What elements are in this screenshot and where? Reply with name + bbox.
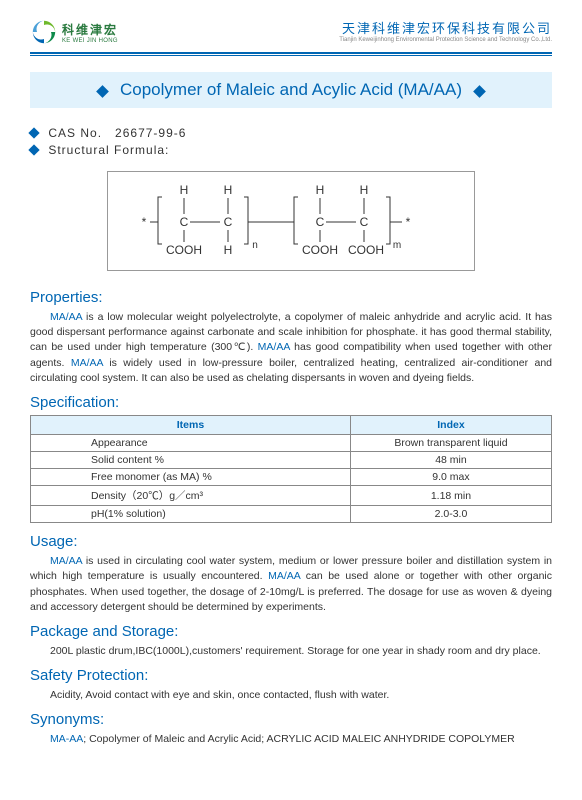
svg-text:COOH: COOH bbox=[166, 243, 202, 257]
svg-text:H: H bbox=[316, 183, 325, 197]
table-cell: 1.18 min bbox=[350, 486, 551, 506]
svg-text:H: H bbox=[224, 183, 233, 197]
table-row: Free monomer (as MA) %9.0 max bbox=[31, 469, 552, 486]
header: 科维津宏 KE WEI JIN HONG 天津科维津宏环保科技有限公司 Tian… bbox=[30, 18, 552, 50]
table-cell: Density（20℃）g／cm³ bbox=[31, 486, 351, 506]
svg-text:m: m bbox=[393, 240, 401, 251]
cas-value: 26677-99-6 bbox=[115, 126, 186, 140]
formula-label-line: Structural Formula: bbox=[30, 143, 552, 157]
diamond-icon bbox=[28, 144, 39, 155]
divider-thick bbox=[30, 52, 552, 54]
table-cell: 9.0 max bbox=[350, 469, 551, 486]
page-title: Copolymer of Maleic and Acylic Acid (MA/… bbox=[120, 80, 462, 99]
svg-text:*: * bbox=[406, 215, 411, 229]
svg-text:H: H bbox=[180, 183, 189, 197]
package-text: 200L plastic drum,IBC(1000L),customers' … bbox=[30, 644, 552, 659]
table-row: AppearanceBrown transparent liquid bbox=[31, 435, 552, 452]
table-row: pH(1% solution)2.0-3.0 bbox=[31, 506, 552, 523]
svg-text:C: C bbox=[360, 215, 369, 229]
package-heading: Package and Storage: bbox=[30, 623, 552, 640]
specification-table: Items Index AppearanceBrown transparent … bbox=[30, 415, 552, 523]
svg-text:COOH: COOH bbox=[348, 243, 384, 257]
usage-text: MA/AA is used in circulating cool water … bbox=[30, 554, 552, 615]
table-cell: 2.0-3.0 bbox=[350, 506, 551, 523]
table-cell: Free monomer (as MA) % bbox=[31, 469, 351, 486]
svg-text:C: C bbox=[180, 215, 189, 229]
title-box: Copolymer of Maleic and Acylic Acid (MA/… bbox=[30, 72, 552, 108]
company-name-cn: 天津科维津宏环保科技有限公司 bbox=[339, 18, 552, 37]
structural-formula-box: * H C COOH H C H bbox=[30, 171, 552, 271]
cas-line: CAS No. 26677-99-6 bbox=[30, 126, 552, 140]
logo-swirl-icon bbox=[30, 18, 58, 46]
properties-heading: Properties: bbox=[30, 289, 552, 306]
diamond-icon bbox=[28, 127, 39, 138]
svg-text:C: C bbox=[316, 215, 325, 229]
divider-thin bbox=[30, 55, 552, 56]
specification-heading: Specification: bbox=[30, 394, 552, 411]
svg-text:C: C bbox=[224, 215, 233, 229]
spec-col-index: Index bbox=[350, 416, 551, 435]
company-name: 天津科维津宏环保科技有限公司 Tianjin Keweijinhong Envi… bbox=[339, 18, 552, 43]
formula-label: Structural Formula: bbox=[48, 143, 169, 157]
svg-text:n: n bbox=[252, 240, 258, 251]
synonyms-text: MA-AA; Copolymer of Maleic and Acrylic A… bbox=[30, 732, 552, 747]
table-cell: Appearance bbox=[31, 435, 351, 452]
spec-col-items: Items bbox=[31, 416, 351, 435]
safety-heading: Safety Protection: bbox=[30, 667, 552, 684]
diamond-icon bbox=[96, 85, 109, 98]
table-cell: 48 min bbox=[350, 452, 551, 469]
svg-text:*: * bbox=[142, 215, 147, 229]
logo-name-en: KE WEI JIN HONG bbox=[62, 38, 118, 44]
logo-text: 科维津宏 KE WEI JIN HONG bbox=[62, 21, 118, 44]
table-row: Solid content %48 min bbox=[31, 452, 552, 469]
properties-text: MA/AA is a low molecular weight polyelec… bbox=[30, 310, 552, 386]
diamond-icon bbox=[473, 85, 486, 98]
synonyms-heading: Synonyms: bbox=[30, 711, 552, 728]
safety-text: Acidity, Avoid contact with eye and skin… bbox=[30, 688, 552, 703]
logo: 科维津宏 KE WEI JIN HONG bbox=[30, 18, 118, 46]
table-cell: pH(1% solution) bbox=[31, 506, 351, 523]
spec-tbody: AppearanceBrown transparent liquidSolid … bbox=[31, 435, 552, 523]
table-cell: Brown transparent liquid bbox=[350, 435, 551, 452]
structural-formula: * H C COOH H C H bbox=[107, 171, 475, 271]
svg-text:H: H bbox=[224, 243, 233, 257]
company-name-en: Tianjin Keweijinhong Environmental Prote… bbox=[339, 37, 552, 43]
table-row: Density（20℃）g／cm³1.18 min bbox=[31, 486, 552, 506]
page: 科维津宏 KE WEI JIN HONG 天津科维津宏环保科技有限公司 Tian… bbox=[0, 0, 582, 800]
logo-name-cn: 科维津宏 bbox=[62, 21, 118, 38]
svg-text:COOH: COOH bbox=[302, 243, 338, 257]
usage-heading: Usage: bbox=[30, 533, 552, 550]
cas-label: CAS No. bbox=[48, 126, 102, 140]
table-cell: Solid content % bbox=[31, 452, 351, 469]
svg-text:H: H bbox=[360, 183, 369, 197]
